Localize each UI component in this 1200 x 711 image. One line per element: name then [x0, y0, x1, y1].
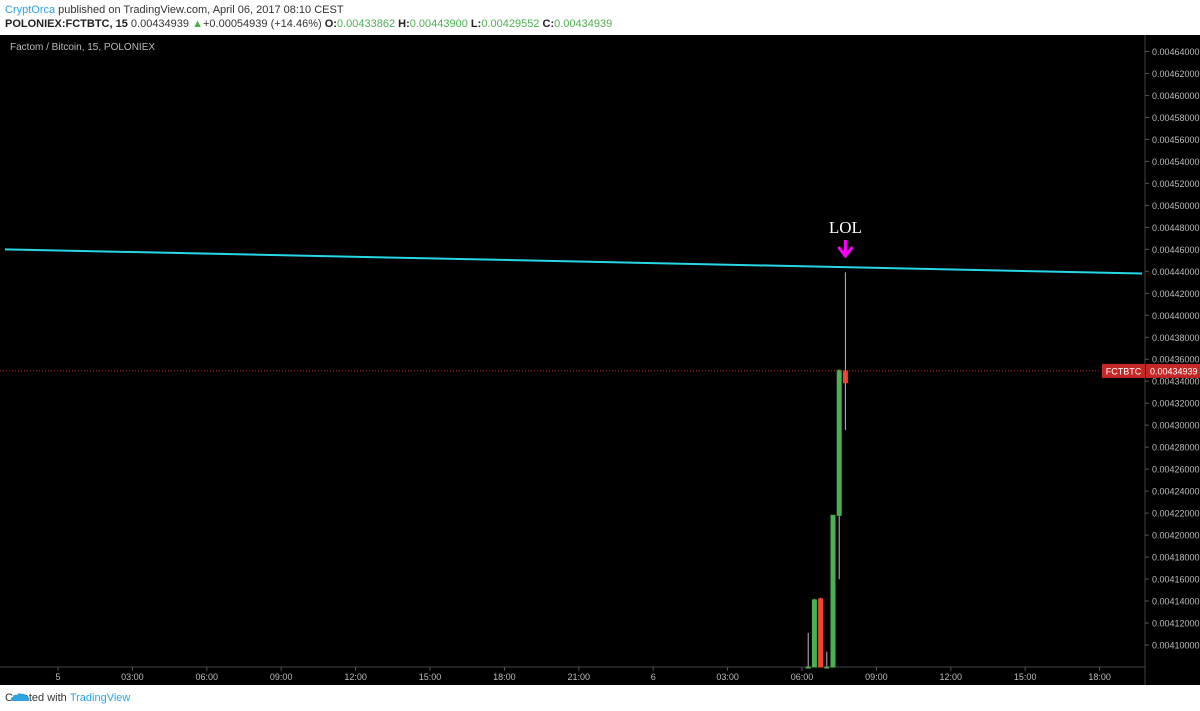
- last-price-layer: FCTBTC 0.00434939: [0, 363, 1200, 378]
- y-tick-label: 0.00454000: [1152, 157, 1200, 167]
- y-tick-label: 0.00464000: [1152, 47, 1200, 57]
- open-label: O:: [324, 18, 337, 30]
- x-tick-label: 12:00: [940, 672, 963, 682]
- y-tick-label: 0.00446000: [1152, 245, 1200, 255]
- last-price-symbol-bg: [1102, 363, 1145, 378]
- annotation-text: LOL: [829, 218, 862, 237]
- y-tick-label: 0.00462000: [1152, 69, 1200, 79]
- candle-body: [824, 666, 830, 669]
- x-tick-label: 06:00: [196, 672, 219, 682]
- x-tick-label: 03:00: [716, 672, 739, 682]
- chart-header: CryptOrca published on TradingView.com, …: [0, 0, 1200, 34]
- y-tick-label: 0.00422000: [1152, 509, 1200, 519]
- low-label: L:: [470, 18, 482, 30]
- trendline-layer: [4, 248, 1143, 275]
- time-axis[interactable]: 5 03:00 06:00 09:00 12:00 15:00 18:00 21:00 6 03:…: [55, 667, 1111, 682]
- high-value: 0.00443900: [409, 18, 468, 30]
- x-tick-label: 21:00: [568, 672, 591, 682]
- trendline: [4, 248, 1143, 275]
- x-tick-label: 15:00: [1014, 672, 1037, 682]
- tradingview-cloud-icon: [11, 693, 29, 701]
- y-tick-label: 0.00440000: [1152, 311, 1200, 321]
- chart-area[interactable]: Factom / Bitcoin, 15, POLONIEX 0.0041000…: [0, 35, 1200, 685]
- symbol: POLONIEX:FCTBTC, 15: [5, 18, 128, 30]
- low-value: 0.00429552: [481, 18, 540, 30]
- y-tick-label: 0.00452000: [1152, 179, 1200, 189]
- y-tick-label: 0.00430000: [1152, 421, 1200, 431]
- last-price: 0.00434939: [130, 18, 190, 30]
- chart-footer: Created with TradingView: [0, 685, 1200, 711]
- symbol-info: POLONIEX:FCTBTC, 15 0.00434939 ▲+0.00054…: [5, 18, 612, 30]
- y-tick-label: 0.00416000: [1152, 575, 1200, 585]
- y-tick-label: 0.00450000: [1152, 201, 1200, 211]
- publish-info: CryptOrca published on TradingView.com, …: [5, 4, 344, 16]
- x-tick-label: 18:00: [1088, 672, 1111, 682]
- y-tick-label: 0.00444000: [1152, 267, 1200, 277]
- y-tick-label: 0.00418000: [1152, 553, 1200, 563]
- x-tick-label: 6: [651, 672, 656, 682]
- candle-body: [836, 369, 842, 516]
- x-tick-label: 09:00: [270, 672, 293, 682]
- candle-body: [830, 514, 836, 668]
- up-arrow-icon: ▲: [192, 18, 203, 30]
- y-tick-label: 0.00438000: [1152, 333, 1200, 343]
- close-label: C:: [542, 18, 555, 30]
- price-change: +0.00054939 (+14.46%): [202, 18, 322, 30]
- y-tick-label: 0.00434000: [1152, 377, 1200, 387]
- last-price-value-bg: [1146, 363, 1200, 378]
- close-value: 0.00434939: [554, 18, 613, 30]
- y-tick-label: 0.00432000: [1152, 399, 1200, 409]
- x-tick-label: 15:00: [419, 672, 442, 682]
- candle-body: [805, 666, 811, 669]
- y-tick-label: 0.00458000: [1152, 113, 1200, 123]
- y-tick-label: 0.00456000: [1152, 135, 1200, 145]
- price-axis[interactable]: 0.00410000 0.00412000 0.00414000 0.00416000…: [1145, 47, 1200, 651]
- y-tick-label: 0.00412000: [1152, 619, 1200, 629]
- x-tick-label: 06:00: [791, 672, 814, 682]
- author-link[interactable]: CryptOrca: [5, 4, 56, 16]
- last-price-value: 0.00434939: [1150, 366, 1198, 376]
- y-tick-label: 0.00420000: [1152, 531, 1200, 541]
- high-label: H:: [398, 18, 410, 30]
- y-tick-label: 0.00410000: [1152, 641, 1200, 651]
- open-value: 0.00433862: [336, 18, 396, 30]
- y-tick-label: 0.00460000: [1152, 91, 1200, 101]
- x-tick-label: 09:00: [865, 672, 888, 682]
- x-tick-label: 03:00: [121, 672, 144, 682]
- candle-body: [811, 599, 817, 668]
- candles-layer: [805, 272, 848, 669]
- annotation-layer: LOL: [829, 218, 862, 259]
- last-price-symbol: FCTBTC: [1106, 366, 1142, 376]
- y-tick-label: 0.00426000: [1152, 465, 1200, 475]
- x-tick-label: 5: [55, 672, 60, 682]
- y-tick-label: 0.00436000: [1152, 355, 1200, 365]
- y-tick-label: 0.00424000: [1152, 487, 1200, 497]
- x-tick-label: 18:00: [493, 672, 516, 682]
- chart-title: Factom / Bitcoin, 15, POLONIEX: [10, 42, 155, 53]
- candle-body: [818, 598, 824, 668]
- candlestick-chart[interactable]: Factom / Bitcoin, 15, POLONIEX 0.0041000…: [0, 35, 1200, 685]
- y-tick-label: 0.00448000: [1152, 223, 1200, 233]
- tradingview-link[interactable]: TradingView: [69, 692, 131, 704]
- y-tick-label: 0.00428000: [1152, 443, 1200, 453]
- y-tick-label: 0.00442000: [1152, 289, 1200, 299]
- x-tick-label: 12:00: [344, 672, 367, 682]
- y-tick-label: 0.00414000: [1152, 597, 1200, 607]
- published-text: published on TradingView.com, April 06, …: [55, 4, 344, 16]
- annotation-arrow-head: [837, 246, 854, 259]
- candle-body: [842, 370, 848, 384]
